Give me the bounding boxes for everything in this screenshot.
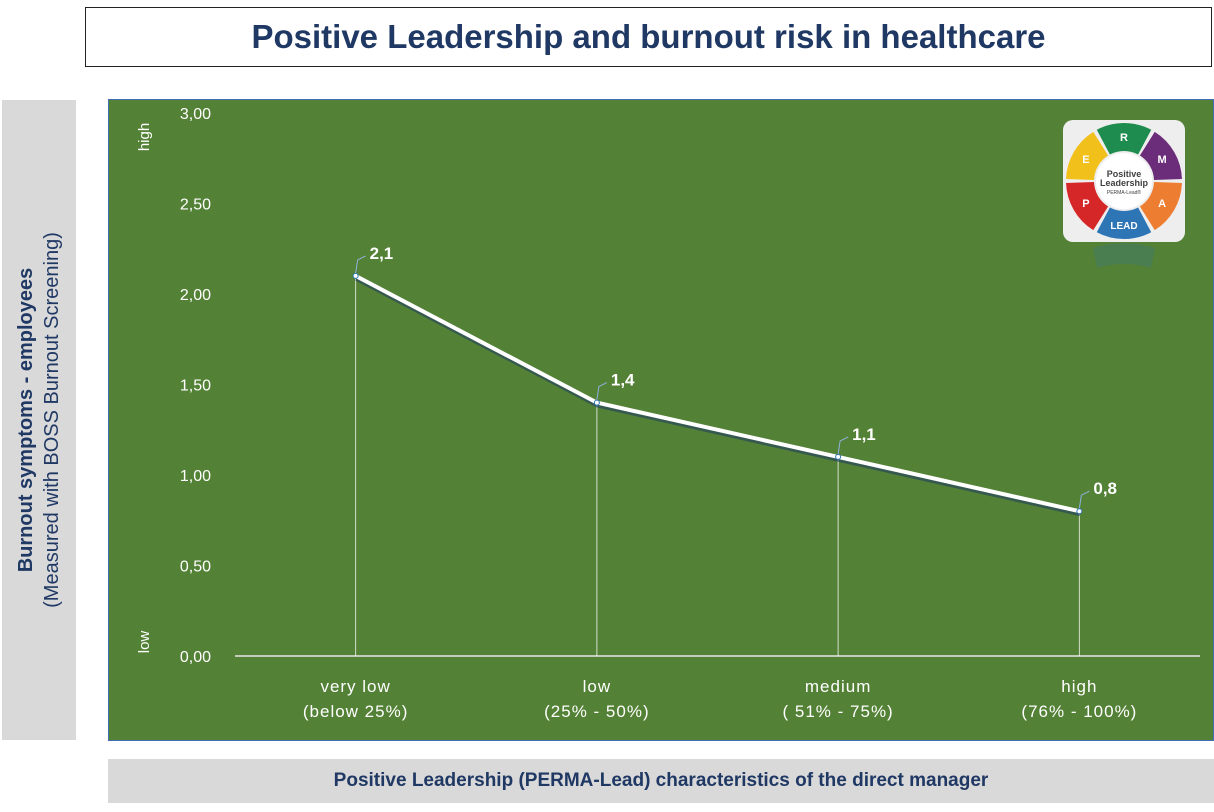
logo-segment-letter: A [1158,198,1166,210]
x-tick-label: low [583,677,612,696]
y-axis-label-line-1: Burnout symptoms - employees [15,267,37,573]
chart-title: Positive Leadership and burnout risk in … [85,7,1212,67]
y-tick-label: 1,50 [180,378,211,395]
data-label: 1,4 [611,371,635,390]
x-tick-label: high [1061,677,1097,696]
data-label: 1,1 [852,425,876,444]
logo-segment [1139,131,1182,180]
logo-segment [1139,182,1182,231]
y-axis-label-panel [2,100,76,740]
data-point [1076,508,1083,515]
y-tick-label: 2,50 [180,197,211,214]
y-axis-label: Burnout symptoms - employees (Measured w… [13,232,65,608]
series-line [354,274,1080,514]
y-axis-label-line-2: (Measured with BOSS Burnout Screening) [41,232,63,608]
x-tick-label: very low [320,677,390,696]
x-tick-label: (25% - 50%) [544,702,649,721]
data-label-leader [596,382,608,400]
y-annotation-low: low [136,631,153,654]
x-tick-label: medium [805,677,871,696]
logo-center [1096,153,1152,209]
x-tick-label: ( 51% - 75%) [783,702,894,721]
logo-segment [1096,207,1152,239]
x-tick-label: (76% - 100%) [1021,702,1137,721]
data-point [593,399,600,406]
y-annotation-high: high [136,123,153,151]
y-tick-label: 2,00 [180,287,211,304]
data-label: 0,8 [1093,479,1117,498]
data-label-leader [1078,490,1090,509]
logo-segment-letter: P [1082,198,1089,210]
logo-center-text: Leadership [1100,178,1149,188]
logo-reflection [1093,243,1155,268]
data-label: 2,1 [370,244,394,263]
y-tick-label: 3,00 [180,106,211,123]
y-tick-label: 0,00 [180,649,211,666]
logo-segment [1066,131,1109,180]
logo-segment-letter: R [1120,132,1128,144]
data-point [835,453,842,460]
logo-segment-letter: E [1082,154,1089,166]
plot-area: 0,00 0,50 1,00 1,50 2,00 2,50 3,00 high low 2,1 1,… [108,99,1214,741]
logo-segment-letter: M [1158,154,1167,166]
perma-lead-logo: R M A LEAD P E Positive Leadership PERMA-Lead® [1063,120,1185,270]
x-tick-label: (below 25%) [303,702,409,721]
line-chart: 0,00 0,50 1,00 1,50 2,00 2,50 3,00 high low 2,1 1,… [108,99,1214,741]
data-label-leader [355,255,366,273]
logo-segment-letter: LEAD [1110,221,1137,232]
data-label-leader [837,436,849,454]
logo-segment [1066,182,1109,231]
logo-segment [1096,123,1152,155]
y-tick-label: 0,50 [180,559,211,576]
logo-center-text: PERMA-Lead® [1107,189,1142,196]
logo-center-text: Positive [1107,169,1142,179]
x-axis-label: Positive Leadership (PERMA-Lead) charact… [108,759,1214,803]
y-tick-label: 1,00 [180,468,211,485]
data-point [352,272,359,279]
